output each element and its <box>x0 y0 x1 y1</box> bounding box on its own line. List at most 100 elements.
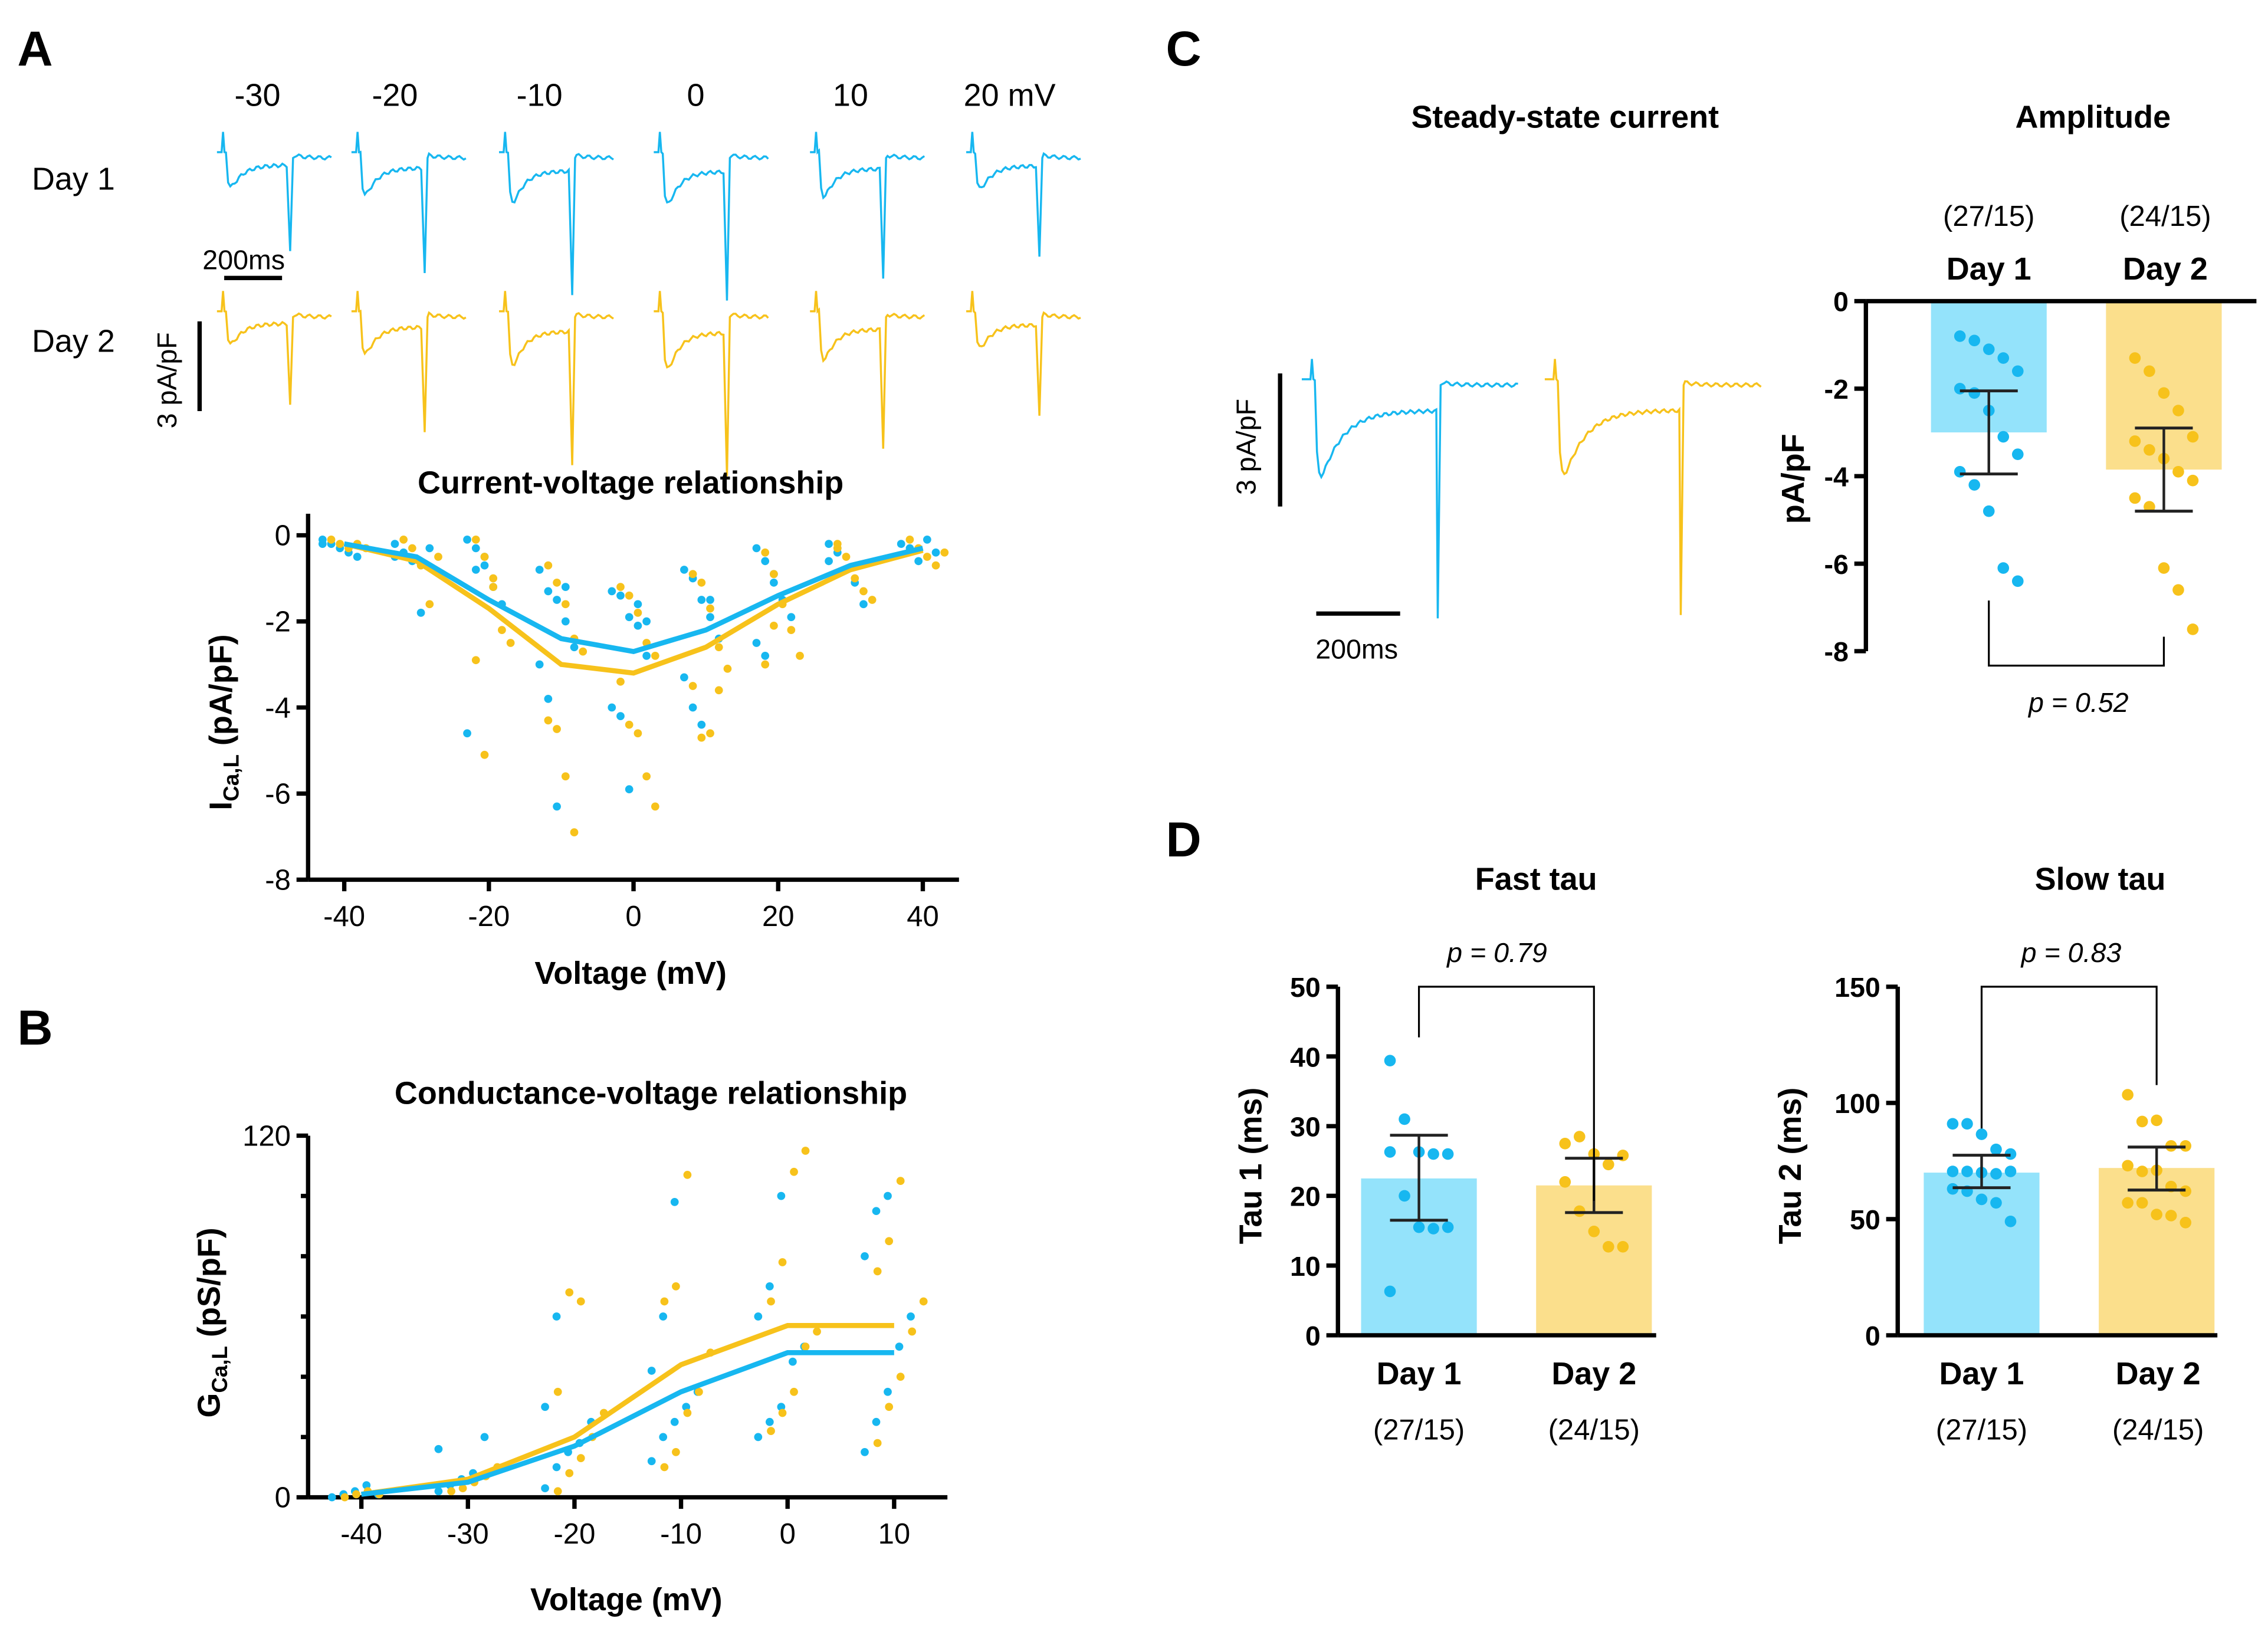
point-day2 <box>2136 1115 2148 1128</box>
point-day1 <box>697 596 706 604</box>
bar-day2 <box>2099 1168 2215 1335</box>
point-day2 <box>544 561 553 570</box>
point-day1 <box>1961 1118 1973 1130</box>
point-day2 <box>2165 1210 2177 1222</box>
voltage-label: -30 <box>235 78 281 113</box>
point-day1 <box>931 548 940 557</box>
point-day2 <box>2129 352 2141 364</box>
amp-plot: 0 -2 -4 -6 -8 <box>1824 287 2257 667</box>
point-day1 <box>1990 1168 2002 1180</box>
point-day1 <box>353 553 362 561</box>
voltage-label: -10 <box>517 78 563 113</box>
point-day2 <box>695 1387 703 1396</box>
gv-title: Conductance-voltage relationship <box>395 1076 907 1111</box>
point-day2 <box>576 1297 585 1306</box>
point-day1 <box>425 544 434 553</box>
point-day1 <box>765 1282 774 1291</box>
trace-day1 <box>216 132 332 251</box>
point-day2 <box>1559 1176 1571 1188</box>
point-day2 <box>787 626 796 634</box>
fast-p-value: p = 0.79 <box>1446 937 1547 968</box>
point-day1 <box>634 621 642 630</box>
point-day2 <box>767 1427 775 1435</box>
point-day1 <box>318 540 327 549</box>
point-day2 <box>873 1439 882 1447</box>
x-tick-label: -10 <box>660 1518 702 1550</box>
x-tick-label: -40 <box>340 1518 382 1550</box>
point-day2 <box>565 1469 574 1478</box>
point-day2 <box>770 621 778 630</box>
point-day1 <box>1990 1197 2002 1209</box>
point-day1 <box>754 1312 763 1321</box>
point-day1 <box>541 1484 549 1493</box>
point-day2 <box>434 553 442 561</box>
y-tick-label: -8 <box>1824 636 1848 667</box>
point-day2 <box>480 553 489 561</box>
point-day1 <box>552 1312 561 1321</box>
point-day1 <box>761 557 770 566</box>
trace-day2 <box>654 291 769 477</box>
point-day2 <box>489 583 498 591</box>
point-day2 <box>778 1409 787 1417</box>
point-day2 <box>336 540 344 549</box>
point-day2 <box>340 1493 349 1502</box>
y-tick-label: 100 <box>1834 1088 1880 1119</box>
point-day1 <box>825 540 833 549</box>
voltage-label: 0 <box>687 78 704 113</box>
y-tick-label: 120 <box>242 1121 291 1153</box>
point-day2 <box>2172 405 2184 416</box>
point-day2 <box>761 548 770 557</box>
voltage-label: 20 mV <box>964 78 1056 113</box>
point-day2 <box>651 652 659 660</box>
point-day2 <box>408 544 416 553</box>
point-day1 <box>471 566 480 574</box>
point-day1 <box>616 712 625 720</box>
point-day2 <box>447 1487 455 1496</box>
fast-plot: 0 10 20 30 40 50 <box>1290 972 1656 1351</box>
iv-ylabel: ICa,L (pA/pF) <box>203 634 243 810</box>
point-day1 <box>1384 1055 1396 1066</box>
point-day1 <box>1975 1128 1988 1140</box>
point-day1 <box>541 1403 549 1411</box>
point-day1 <box>1990 1143 2002 1155</box>
point-day2 <box>859 587 868 596</box>
point-day1 <box>625 613 634 622</box>
fast-title: Fast tau <box>1475 862 1597 897</box>
significance-bracket <box>1988 600 2165 667</box>
point-day1 <box>754 1433 763 1442</box>
point-day2 <box>672 1448 680 1456</box>
point-day2 <box>2172 466 2184 478</box>
point-day1 <box>1399 1113 1410 1125</box>
point-day2 <box>498 626 506 634</box>
point-day1 <box>659 1312 668 1321</box>
trace-day2 <box>966 291 1081 416</box>
point-day2 <box>2144 501 2155 513</box>
trace-day2 <box>351 291 467 432</box>
point-day2 <box>1559 1138 1571 1150</box>
point-day2 <box>873 1267 882 1276</box>
amp-ylabel: pA/pF <box>1775 434 1811 524</box>
point-day2 <box>2180 1185 2192 1197</box>
point-day1 <box>752 544 761 553</box>
point-day2 <box>1603 1240 1614 1253</box>
point-day1 <box>552 1463 561 1472</box>
x-tick-label: 20 <box>762 901 795 933</box>
point-day1 <box>1983 505 1995 517</box>
point-day1 <box>544 695 553 703</box>
point-day2 <box>2144 365 2155 377</box>
point-day1 <box>1954 330 1966 342</box>
gv-ylabel: GCa,L (pS/pF) <box>192 1227 232 1417</box>
iv-title: Current-voltage relationship <box>418 465 843 501</box>
point-day1 <box>463 535 471 544</box>
point-day1 <box>1997 352 2010 364</box>
point-day1 <box>1399 1190 1410 1202</box>
point-day1 <box>647 1367 656 1375</box>
panel-label-d: D <box>1166 812 1201 867</box>
trace-day1 <box>966 132 1081 257</box>
point-day2 <box>480 750 489 759</box>
point-day2 <box>660 1297 669 1306</box>
point-day2 <box>570 828 579 837</box>
point-day1 <box>570 643 579 652</box>
point-day1 <box>642 652 651 660</box>
y-tick-label: 0 <box>1305 1321 1321 1351</box>
